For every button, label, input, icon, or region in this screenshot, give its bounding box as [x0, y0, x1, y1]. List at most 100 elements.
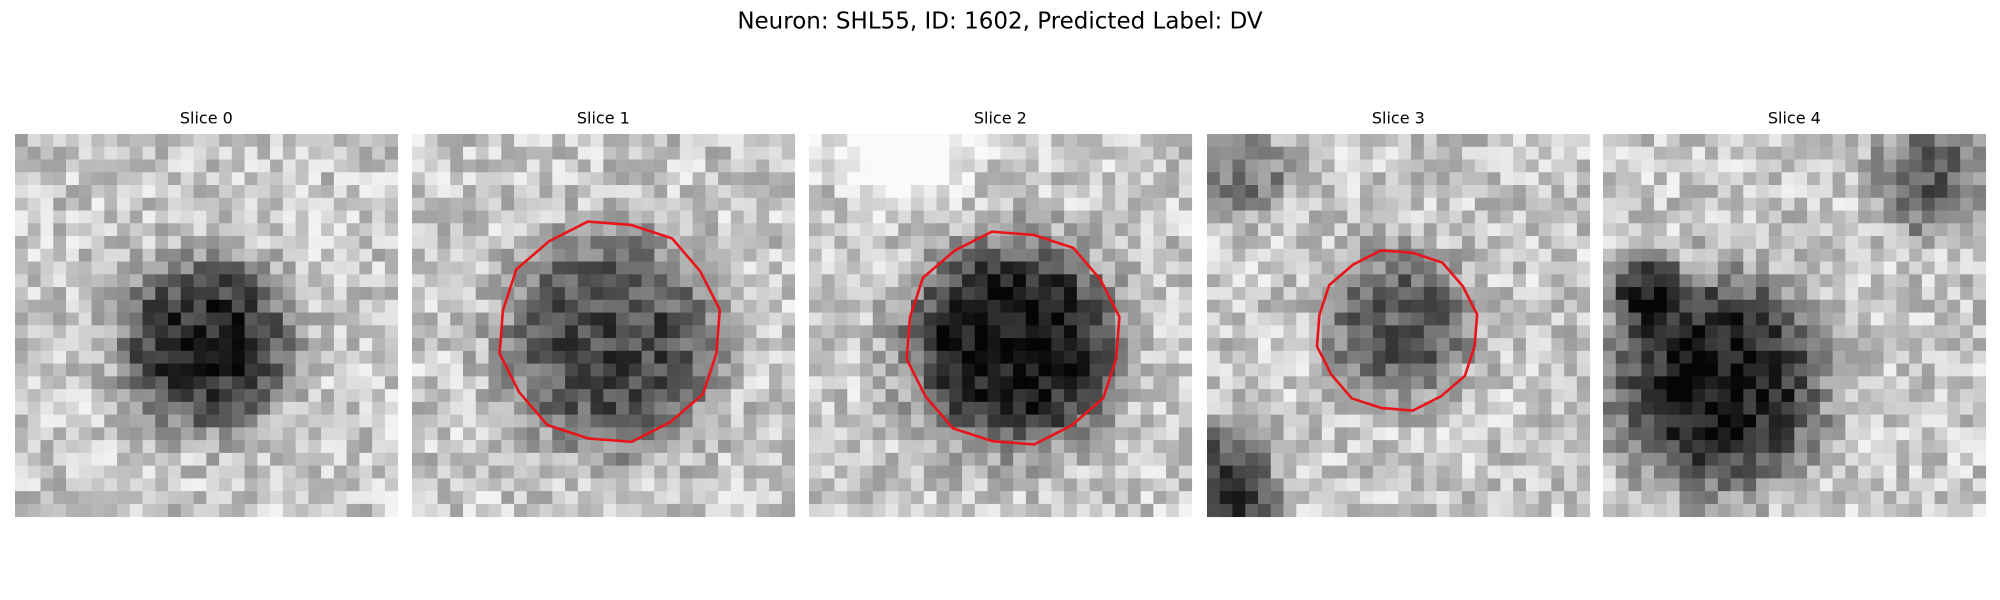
pixel	[15, 478, 29, 492]
pixel	[1140, 465, 1154, 479]
pixel	[1692, 274, 1706, 288]
pixel	[1296, 401, 1310, 416]
pixel	[1628, 427, 1642, 441]
pixel	[1909, 312, 1923, 326]
pixel	[1960, 414, 1974, 428]
pixel	[1679, 325, 1693, 339]
pixel	[936, 376, 950, 390]
pixel	[809, 210, 823, 224]
pixel	[781, 427, 796, 441]
pixel	[1102, 478, 1116, 492]
pixel	[1525, 312, 1540, 326]
pixel	[1166, 223, 1180, 237]
pixel	[295, 363, 309, 377]
pixel	[1474, 236, 1489, 250]
pixel	[730, 401, 745, 416]
pixel	[1051, 134, 1065, 148]
pixel	[1462, 452, 1476, 467]
pixel	[1845, 491, 1859, 505]
pixel	[692, 427, 706, 441]
pixel	[1870, 172, 1885, 186]
pixel	[1666, 299, 1680, 313]
pixel	[1140, 274, 1154, 288]
pixel	[1832, 427, 1846, 441]
pixel	[641, 299, 655, 313]
pixel	[1321, 312, 1335, 326]
pixel	[1807, 197, 1821, 211]
pixel	[679, 274, 694, 288]
pixel	[1283, 350, 1297, 364]
pixel	[781, 503, 796, 518]
pixel	[781, 325, 796, 339]
pixel	[463, 376, 477, 390]
pixel	[590, 223, 604, 237]
pixel	[987, 401, 1001, 416]
pixel	[1385, 389, 1399, 403]
pixel	[923, 350, 937, 364]
pixel	[1870, 159, 1885, 173]
pixel	[1423, 325, 1437, 339]
pixel	[27, 325, 41, 339]
pixel	[603, 197, 617, 211]
pixel	[1576, 223, 1591, 237]
pixel	[847, 376, 861, 390]
pixel	[730, 363, 745, 377]
pixel	[936, 287, 950, 301]
pixel	[1960, 172, 1974, 186]
pixel	[1743, 401, 1757, 416]
pixel	[654, 389, 668, 403]
pixel	[1692, 452, 1706, 467]
pixel	[463, 159, 477, 173]
pixel	[1127, 325, 1142, 339]
pixel	[1232, 172, 1246, 186]
pixel	[872, 134, 886, 148]
pixel	[475, 146, 489, 160]
pixel	[270, 159, 284, 173]
pixel	[1692, 248, 1706, 262]
pixel	[359, 159, 373, 173]
pixel	[231, 452, 245, 467]
pixel	[616, 389, 630, 403]
pixel	[1232, 134, 1246, 148]
pixel	[1153, 389, 1167, 403]
pixel	[206, 503, 220, 518]
pixel	[1436, 312, 1450, 326]
pixel	[526, 159, 540, 173]
pixel	[821, 389, 835, 403]
pixel	[1909, 223, 1923, 237]
pixel	[308, 185, 322, 199]
pixel	[1972, 274, 1987, 288]
pixel	[1654, 197, 1668, 211]
pixel	[1360, 146, 1374, 160]
pixel	[1807, 452, 1821, 467]
pixel	[295, 465, 309, 479]
pixel	[1564, 376, 1578, 390]
pixel	[1654, 287, 1668, 301]
pixel	[1768, 452, 1782, 467]
pixel	[1423, 350, 1437, 364]
pixel	[1756, 465, 1770, 479]
pixel	[1807, 312, 1821, 326]
pixel	[1449, 185, 1463, 199]
pixel	[1807, 440, 1821, 454]
pixel	[1102, 146, 1116, 160]
pixel	[1934, 389, 1948, 403]
pixel	[847, 414, 861, 428]
pixel	[40, 401, 54, 416]
pixel	[1334, 197, 1348, 211]
pixel	[1102, 440, 1116, 454]
pixel	[1628, 287, 1642, 301]
pixel	[1807, 325, 1821, 339]
pixel	[974, 503, 988, 518]
pixel	[117, 236, 131, 250]
pixel	[962, 274, 976, 288]
pixel	[1947, 389, 1961, 403]
pixel	[885, 312, 899, 326]
pixel	[1819, 172, 1833, 186]
pixel	[1025, 376, 1039, 390]
pixel	[295, 401, 309, 416]
pixel	[1309, 287, 1323, 301]
pixel	[705, 414, 719, 428]
pixel	[1000, 197, 1014, 211]
pixel	[1321, 440, 1335, 454]
